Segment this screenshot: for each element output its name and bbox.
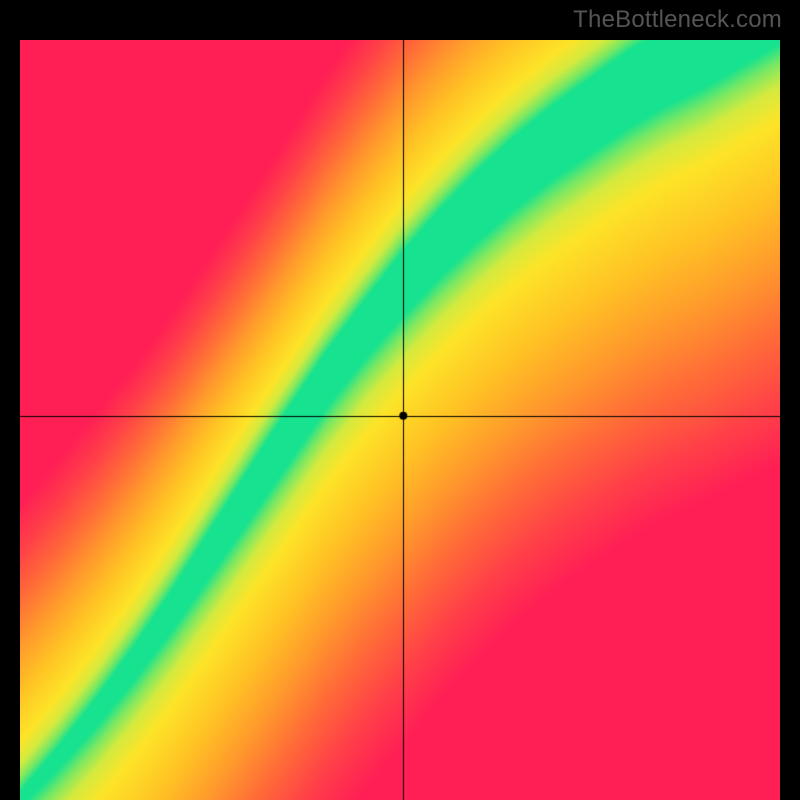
bottleneck-heatmap	[20, 40, 780, 800]
watermark-text: TheBottleneck.com	[573, 6, 782, 34]
chart-container: TheBottleneck.com	[0, 0, 800, 800]
